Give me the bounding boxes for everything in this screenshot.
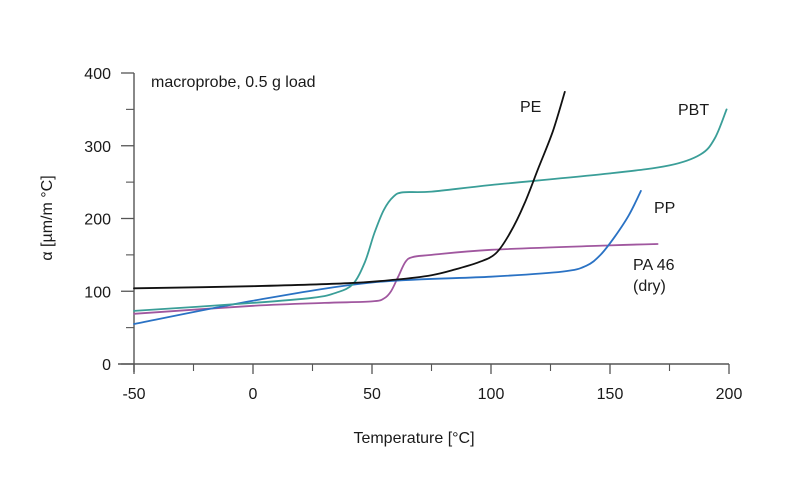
x-ticks: -50 0 50 100 150 200 xyxy=(122,364,742,403)
x-tick-label: -50 xyxy=(122,386,145,403)
x-axis-label: Temperature [°C] xyxy=(353,430,474,447)
x-tick-label: 150 xyxy=(597,386,624,403)
y-tick-label: 0 xyxy=(102,357,111,374)
y-tick-label: 400 xyxy=(84,66,111,83)
annotation-text: macroprobe, 0.5 g load xyxy=(151,74,316,91)
series-label-pp: PP xyxy=(654,200,675,217)
series-line-pp xyxy=(133,190,642,325)
x-tick-label: 100 xyxy=(478,386,505,403)
x-tick-label: 0 xyxy=(249,386,258,403)
y-tick-label: 100 xyxy=(84,284,111,301)
series-line-pbt xyxy=(133,108,728,312)
series-label-pe: PE xyxy=(520,99,541,116)
y-axis-label: α [µm/m °C] xyxy=(39,175,56,260)
series-group xyxy=(133,91,728,325)
y-tick-label: 200 xyxy=(84,212,111,229)
series-line-pe xyxy=(133,91,566,290)
axes: -50 0 50 100 150 200 0 100 200 300 400 xyxy=(84,66,742,403)
y-ticks: 0 100 200 300 400 xyxy=(84,66,134,374)
y-tick-label: 300 xyxy=(84,139,111,156)
series-label-pa46-dry: (dry) xyxy=(633,278,666,295)
x-tick-label: 200 xyxy=(716,386,743,403)
series-label-pbt: PBT xyxy=(678,102,709,119)
series-label-pa46: PA 46 xyxy=(633,257,675,274)
x-tick-label: 50 xyxy=(363,386,381,403)
